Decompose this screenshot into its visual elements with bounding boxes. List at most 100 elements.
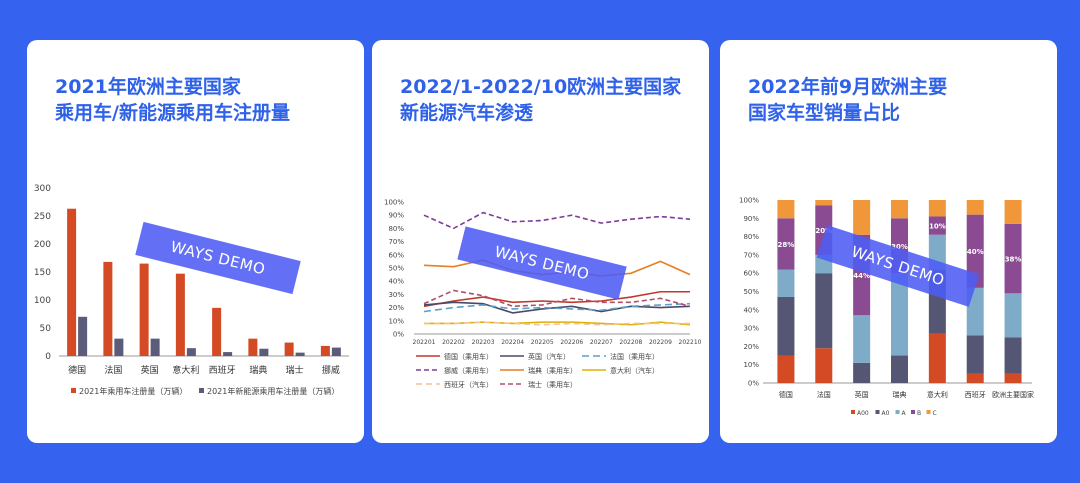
stacked-segment-a0 — [777, 296, 795, 356]
stacked-segment-b — [777, 218, 795, 270]
stacked-segment-a — [853, 315, 871, 363]
y-tick-label: 100 — [34, 296, 51, 306]
bar-nev — [295, 352, 305, 356]
legend-label: 西班牙（汽车） — [444, 380, 493, 389]
legend-swatch — [851, 410, 855, 414]
y-tick-label: 40% — [743, 306, 759, 314]
stacked-segment-c — [1004, 200, 1022, 224]
series-line — [423, 211, 691, 230]
y-tick-label: 20% — [388, 304, 404, 312]
stacked-segment-a00 — [966, 373, 984, 383]
x-tick-label: 202209 — [649, 339, 672, 346]
card-segment-share: 2022年前9月欧洲主要 国家车型销量占比 0% 10% 20% 30% 40% 50% 6… — [720, 40, 1057, 443]
stacked-segment-a00 — [1004, 373, 1022, 383]
series-line — [423, 302, 691, 313]
stacked-segment-a — [891, 273, 908, 356]
bar-passenger — [103, 261, 113, 356]
x-tick-label: 202207 — [590, 339, 613, 346]
y-tick-label: 60% — [388, 251, 404, 259]
x-tick-label: 202210 — [679, 339, 702, 346]
card-title: 2022年前9月欧洲主要 国家车型销量占比 — [748, 74, 1048, 126]
y-tick-label: 200 — [34, 240, 51, 250]
legend-label: C — [933, 410, 937, 417]
legend-swatch — [71, 388, 76, 393]
y-tick-label: 40% — [388, 278, 404, 286]
y-tick-label: 70% — [388, 238, 404, 246]
x-tick-label: 英国 — [141, 364, 159, 376]
y-tick-label: 60% — [743, 270, 759, 278]
bar-nev — [223, 352, 233, 356]
y-tick-label: 90% — [743, 215, 759, 223]
x-tick-label: 挪威 — [322, 364, 340, 376]
y-tick-label: 0 — [45, 352, 51, 362]
y-tick-label: 50% — [743, 288, 759, 296]
legend-label: 法国（乘用车） — [610, 352, 659, 361]
legend-swatch — [875, 410, 880, 414]
card-title-line-2: 新能源汽车渗透 — [400, 102, 534, 124]
stacked-segment-a — [777, 269, 795, 297]
stacked-segment-c — [777, 200, 795, 219]
stacked-segment-a0 — [1004, 337, 1022, 374]
card-title: 2021年欧洲主要国家 乘用车/新能源乘用车注册量 — [55, 74, 355, 126]
legend-swatch — [199, 388, 204, 393]
x-tick-label: 意大利 — [172, 364, 199, 376]
data-label: 40% — [967, 248, 984, 256]
card-title-line-1: 2021年欧洲主要国家 — [55, 76, 241, 98]
bar-passenger — [175, 273, 185, 356]
legend-swatch — [895, 410, 900, 414]
legend-label: 瑞士（乘用车） — [528, 380, 577, 389]
stacked-segment-c — [966, 200, 984, 215]
x-tick-label: 202205 — [531, 339, 554, 346]
y-tick-label: 50 — [40, 324, 52, 334]
y-tick-label: 100% — [384, 199, 404, 207]
legend-swatch — [926, 410, 931, 414]
bar-passenger — [67, 208, 77, 356]
y-tick-label: 300 — [34, 184, 51, 194]
bar-nev — [150, 338, 160, 356]
x-tick-label: 德国 — [779, 390, 793, 399]
card-title: 2022/1-2022/10欧洲主要国家 新能源汽车渗透 — [400, 74, 700, 126]
bar-nev — [186, 348, 196, 356]
data-label: 44% — [853, 272, 870, 280]
stacked-segment-c — [853, 200, 871, 235]
stacked-segment-b — [928, 216, 946, 235]
stacked-segment-c — [815, 200, 833, 206]
x-tick-label: 202203 — [472, 339, 495, 346]
x-tick-label: 202208 — [619, 339, 642, 346]
bar-passenger — [284, 342, 294, 356]
bar-passenger — [212, 307, 222, 356]
y-tick-label: 100% — [739, 197, 759, 205]
x-tick-label: 202206 — [560, 339, 583, 346]
x-tick-label: 德国 — [68, 364, 86, 376]
legend-label: 瑞典（乘用车） — [528, 366, 577, 375]
x-tick-label: 202202 — [442, 339, 465, 346]
x-tick-label: 意大利 — [927, 390, 948, 399]
stacked-segment-a0 — [891, 355, 908, 383]
bar-passenger — [139, 263, 149, 356]
y-tick-label: 90% — [388, 212, 404, 220]
y-tick-label: 70% — [743, 251, 759, 259]
bar-nev — [78, 316, 88, 356]
data-label: 20% — [815, 227, 832, 235]
y-tick-label: 0% — [748, 380, 759, 388]
bar-nev — [259, 348, 269, 356]
y-tick-label: 30% — [388, 291, 404, 299]
segment-stacked-bar-chart: 0% 10% 20% 30% 40% 50% 60% 70% 80% 90% 100% 28% 德国 20… — [739, 197, 1034, 418]
legend-label: 2021年乘用车注册量（万辆） — [79, 386, 187, 396]
data-label: 10% — [929, 223, 946, 231]
legend-label: 意大利（汽车） — [610, 366, 659, 375]
series-line — [424, 321, 690, 326]
card-registrations: 2021年欧洲主要国家 乘用车/新能源乘用车注册量 0 50 100 150 200 25… — [27, 40, 364, 443]
x-tick-label: 法国 — [817, 390, 831, 399]
card-title-line-1: 2022年前9月欧洲主要 — [748, 76, 948, 98]
legend-label: 挪威（乘用车） — [444, 366, 493, 375]
card-penetration: 2022/1-2022/10欧洲主要国家 新能源汽车渗透 0% 10% 20% 30%… — [372, 40, 709, 443]
bar-passenger — [248, 338, 258, 356]
stacked-segment-c — [891, 200, 908, 219]
legend-label: A00 — [857, 410, 869, 417]
y-tick-label: 80% — [743, 233, 759, 241]
y-tick-label: 10% — [743, 361, 759, 369]
y-tick-label: 250 — [34, 212, 51, 222]
y-tick-label: 80% — [388, 225, 404, 233]
y-tick-label: 50% — [388, 265, 404, 273]
